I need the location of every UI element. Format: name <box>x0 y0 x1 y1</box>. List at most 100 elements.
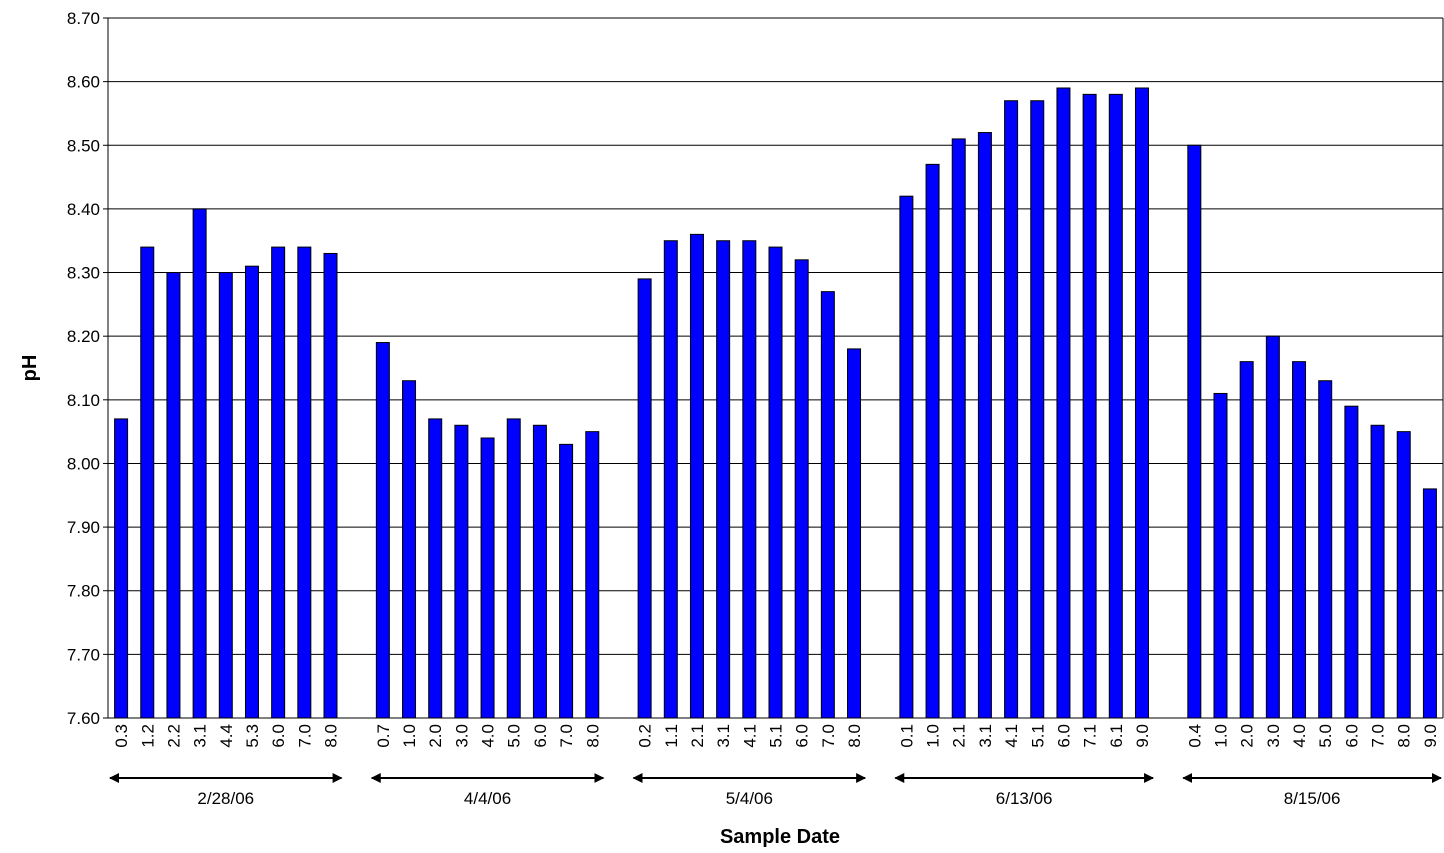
group-label: 2/28/06 <box>197 789 254 808</box>
y-tick-label: 8.60 <box>67 73 100 92</box>
x-tick-label: 2.0 <box>1238 724 1257 748</box>
bar <box>532 424 547 719</box>
bar <box>1396 431 1411 719</box>
x-tick-label: 7.1 <box>1081 724 1100 748</box>
x-tick-label: 1.0 <box>1212 724 1231 748</box>
x-tick-label: 7.0 <box>557 724 576 748</box>
bar <box>297 246 312 719</box>
bar <box>271 246 286 719</box>
x-tick-label: 7.0 <box>1369 724 1388 748</box>
y-tick-label: 8.10 <box>67 391 100 410</box>
x-tick-label: 6.0 <box>1342 724 1361 748</box>
bar <box>1422 488 1437 719</box>
bar <box>847 348 862 719</box>
x-tick-label: 6.0 <box>1054 724 1073 748</box>
bar <box>1213 392 1228 719</box>
bar <box>1239 361 1254 719</box>
x-tick-label: 1.2 <box>138 724 157 748</box>
bar <box>375 342 390 719</box>
y-tick-label: 8.20 <box>67 327 100 346</box>
x-tick-label: 2.1 <box>688 724 707 748</box>
bar <box>114 418 129 719</box>
x-tick-label: 4.4 <box>217 724 236 748</box>
x-tick-label: 6.0 <box>269 724 288 748</box>
group-label: 4/4/06 <box>464 789 511 808</box>
x-tick-label: 1.1 <box>662 724 681 748</box>
x-tick-label: 7.0 <box>819 724 838 748</box>
bar <box>1134 87 1149 719</box>
x-tick-label: 2.2 <box>164 724 183 748</box>
group-label: 6/13/06 <box>996 789 1053 808</box>
x-tick-label: 2.0 <box>426 724 445 748</box>
bar <box>1318 380 1333 719</box>
x-tick-label: 3.0 <box>452 724 471 748</box>
x-tick-label: 6.0 <box>531 724 550 748</box>
bar <box>820 291 835 719</box>
bar <box>899 195 914 719</box>
bar <box>742 240 757 719</box>
x-tick-label: 9.0 <box>1133 724 1152 748</box>
x-tick-label: 2.1 <box>950 724 969 748</box>
bar <box>1004 100 1019 719</box>
bar <box>1108 93 1123 719</box>
x-tick-label: 5.0 <box>1316 724 1335 748</box>
bar <box>1187 144 1202 719</box>
x-tick-label: 4.1 <box>1002 724 1021 748</box>
bar <box>716 240 731 719</box>
bar <box>951 138 966 719</box>
x-tick-label: 1.0 <box>400 724 419 748</box>
bar <box>1370 424 1385 719</box>
x-tick-label: 4.0 <box>1290 724 1309 748</box>
bar <box>140 246 155 719</box>
group-label: 5/4/06 <box>726 789 773 808</box>
y-tick-label: 7.90 <box>67 518 100 537</box>
y-tick-label: 7.80 <box>67 582 100 601</box>
bar <box>977 132 992 719</box>
x-tick-label: 0.2 <box>636 724 655 748</box>
bar <box>428 418 443 719</box>
bar <box>1292 361 1307 719</box>
x-tick-label: 8.0 <box>583 724 602 748</box>
x-tick-label: 6.0 <box>793 724 812 748</box>
bar <box>637 278 652 719</box>
bar <box>166 272 181 719</box>
bar <box>218 272 233 719</box>
bar <box>244 265 259 719</box>
bar <box>689 233 704 719</box>
y-tick-label: 8.40 <box>67 200 100 219</box>
bar <box>1265 335 1280 719</box>
x-axis-title: Sample Date <box>720 826 840 848</box>
x-tick-label: 4.0 <box>479 724 498 748</box>
y-tick-label: 8.30 <box>67 264 100 283</box>
group-label: 8/15/06 <box>1284 789 1341 808</box>
x-tick-label: 5.3 <box>243 724 262 748</box>
x-tick-label: 8.0 <box>1395 724 1414 748</box>
x-tick-label: 0.1 <box>897 724 916 748</box>
x-tick-label: 9.0 <box>1421 724 1440 748</box>
bar <box>925 163 940 719</box>
y-axis-title: pH <box>19 355 41 382</box>
bar <box>585 431 600 719</box>
bar <box>768 246 783 719</box>
x-tick-label: 8.0 <box>322 724 341 748</box>
x-tick-label: 6.1 <box>1107 724 1126 748</box>
y-tick-label: 7.70 <box>67 645 100 664</box>
x-tick-label: 3.1 <box>191 724 210 748</box>
bar <box>1344 405 1359 719</box>
x-tick-label: 0.7 <box>374 724 393 748</box>
bar <box>1082 93 1097 719</box>
bar <box>454 424 469 719</box>
bar <box>559 443 574 719</box>
x-tick-label: 4.1 <box>740 724 759 748</box>
x-tick-label: 0.3 <box>112 724 131 748</box>
x-tick-label: 3.1 <box>714 724 733 748</box>
x-tick-label: 3.1 <box>976 724 995 748</box>
bar <box>794 259 809 719</box>
bar <box>192 208 207 719</box>
x-tick-label: 8.0 <box>845 724 864 748</box>
x-tick-label: 1.0 <box>924 724 943 748</box>
x-tick-label: 3.0 <box>1264 724 1283 748</box>
bar <box>1030 100 1045 719</box>
x-tick-label: 0.4 <box>1185 724 1204 748</box>
